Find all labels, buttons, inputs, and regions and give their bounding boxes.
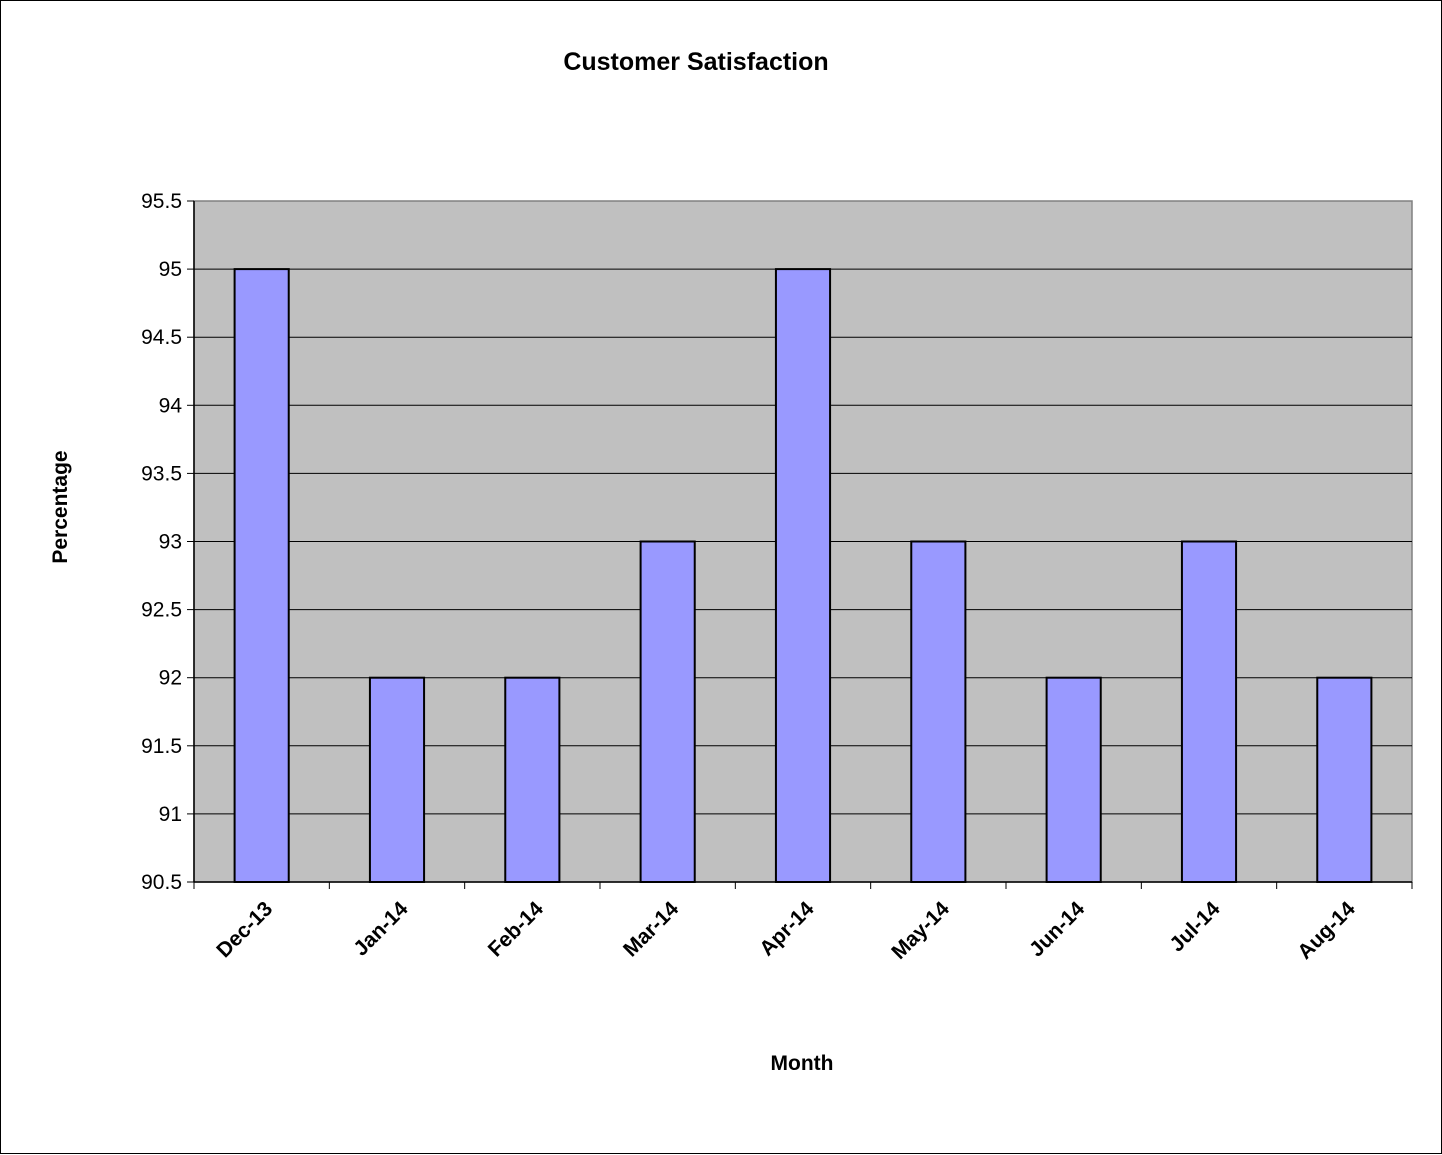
- bar-feb-14: [504, 676, 561, 884]
- x-tick-label: May-14: [887, 897, 954, 964]
- y-axis-title: Percentage: [49, 450, 72, 563]
- bar-apr-14: [774, 268, 832, 884]
- x-tick-label: Mar-14: [619, 897, 683, 961]
- y-tick-label: 94.5: [141, 326, 182, 349]
- bar-dec-13: [233, 268, 290, 884]
- bar-jan-14: [368, 676, 426, 884]
- x-tick-label: Dec-13: [212, 897, 277, 962]
- bar-may-14: [910, 540, 967, 883]
- x-tick-label: Feb-14: [484, 897, 548, 961]
- y-tick-label: 95: [159, 258, 182, 281]
- x-tick-label: Jan-14: [349, 897, 413, 961]
- y-tick-label: 92: [159, 667, 182, 690]
- y-tick-label: 91.5: [141, 735, 182, 758]
- x-axis-title: Month: [771, 1052, 834, 1075]
- bar-jul-14: [1180, 540, 1238, 883]
- y-tick-label: 94: [159, 394, 183, 417]
- y-tick-label: 93: [159, 531, 182, 554]
- y-tick-label: 90.5: [141, 871, 182, 894]
- bars: [233, 268, 1373, 884]
- y-tick-label: 95.5: [141, 190, 182, 213]
- x-axis-ticks: Dec-13 Jan-14 Feb-14 Mar-14 Apr-14 May-14 Jun-…: [193, 882, 1413, 964]
- x-tick-label: Jul-14: [1165, 897, 1224, 956]
- y-tick-label: 93.5: [141, 462, 182, 485]
- bar-jun-14: [1045, 676, 1102, 884]
- x-tick-label: Apr-14: [755, 897, 819, 961]
- bar-mar-14: [639, 540, 696, 883]
- x-tick-label: Jun-14: [1025, 897, 1089, 961]
- x-tick-label: Aug-14: [1293, 897, 1360, 964]
- y-axis-ticks: 90.5 91 91.5 92 92.5 93 93.5 94 94.5 95 95.5: [141, 190, 194, 894]
- bar-aug-14: [1316, 676, 1373, 884]
- y-tick-label: 91: [159, 803, 182, 826]
- y-tick-label: 92.5: [141, 599, 182, 622]
- chart-title: Customer Satisfaction: [563, 48, 828, 76]
